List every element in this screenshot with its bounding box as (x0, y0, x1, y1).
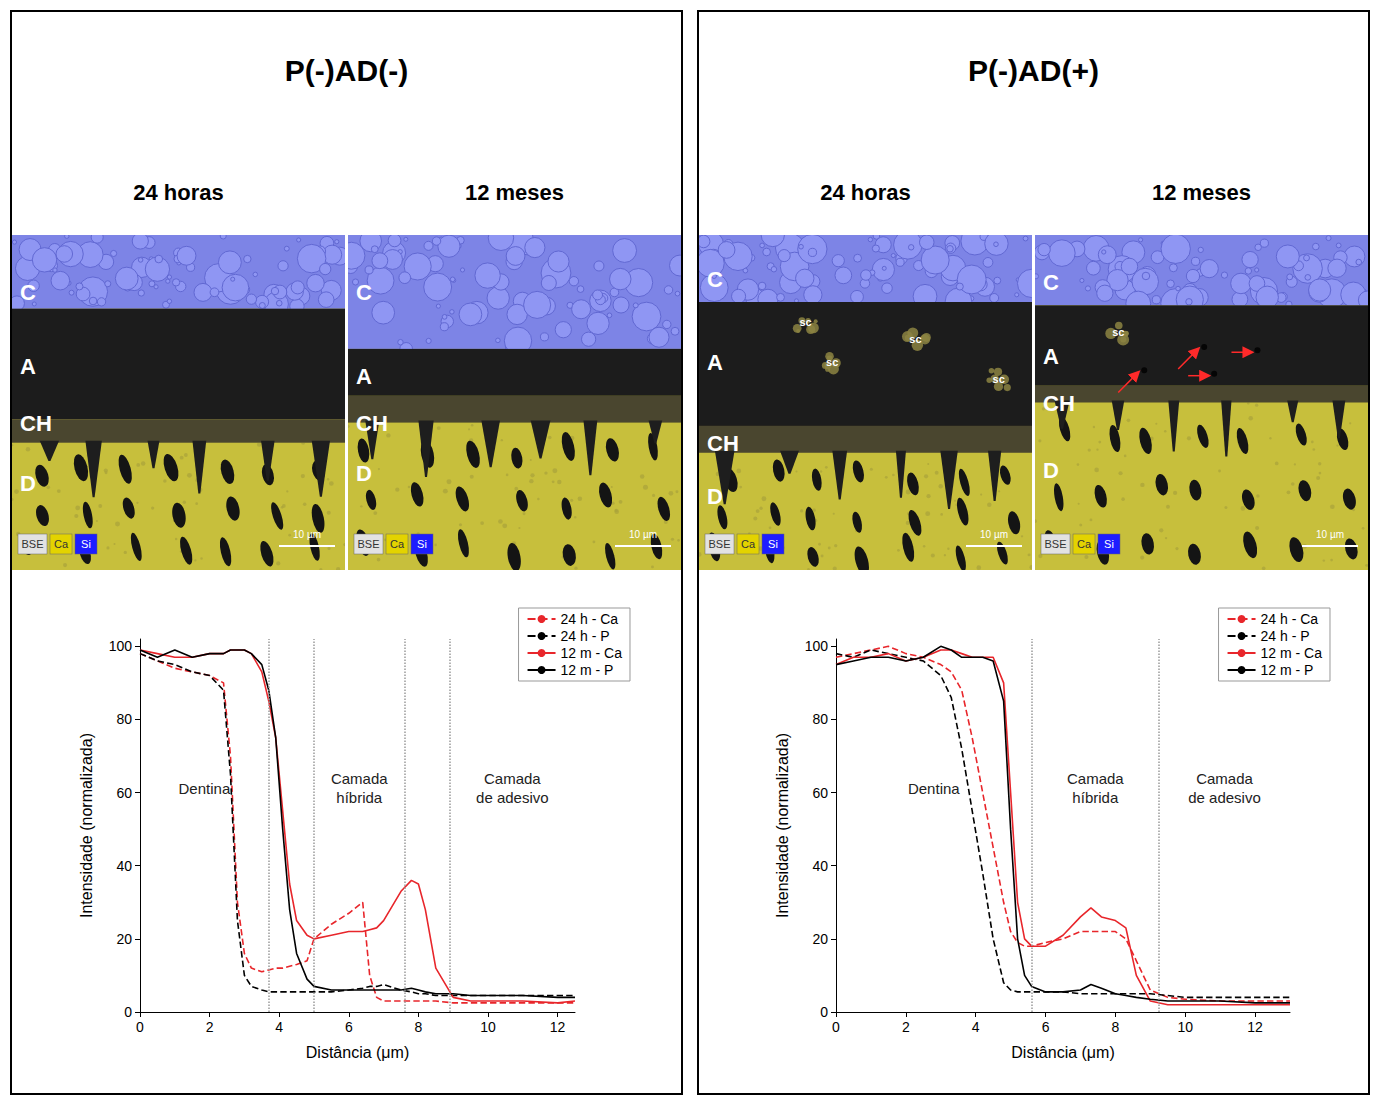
svg-text:C: C (1043, 270, 1059, 295)
svg-text:Ca: Ca (1077, 538, 1092, 550)
svg-text:sc: sc (993, 373, 1005, 385)
svg-text:6: 6 (345, 1019, 353, 1035)
svg-text:10 µm: 10 µm (1316, 529, 1344, 540)
svg-text:C: C (356, 280, 372, 305)
svg-text:24 h - Ca: 24 h - Ca (561, 611, 619, 627)
svg-text:0: 0 (820, 1004, 828, 1020)
svg-text:sc: sc (826, 356, 838, 368)
svg-text:12: 12 (1247, 1019, 1263, 1035)
svg-text:D: D (707, 484, 723, 509)
svg-text:12 m - P: 12 m - P (1261, 662, 1314, 678)
svg-text:CH: CH (356, 411, 388, 436)
svg-text:10 µm: 10 µm (980, 529, 1008, 540)
html-text:P(-)AD(+): P(-)AD(+) (968, 54, 1099, 87)
svg-text:C: C (707, 267, 723, 292)
svg-text:12 m - Ca: 12 m - Ca (1261, 645, 1323, 661)
svg-text:BSE: BSE (708, 538, 730, 550)
svg-text:Si: Si (417, 538, 427, 550)
svg-text:C: C (20, 280, 36, 305)
svg-text:Distância (μm): Distância (μm) (1011, 1044, 1114, 1061)
html-text:24 horas: 24 horas (820, 180, 911, 205)
svg-text:20: 20 (116, 931, 132, 947)
svg-text:Distância (μm): Distância (μm) (306, 1044, 409, 1061)
svg-text:80: 80 (116, 711, 132, 727)
svg-text:Intensidade (normalizada): Intensidade (normalizada) (774, 733, 791, 918)
svg-text:10: 10 (1177, 1019, 1193, 1035)
svg-text:de adesivo: de adesivo (476, 789, 549, 806)
svg-text:CH: CH (1043, 391, 1075, 416)
svg-text:10: 10 (480, 1019, 496, 1035)
svg-text:CH: CH (20, 411, 52, 436)
svg-text:A: A (707, 350, 723, 375)
svg-text:0: 0 (136, 1019, 144, 1035)
svg-text:sc: sc (1112, 326, 1124, 338)
svg-text:100: 100 (109, 638, 133, 654)
svg-text:20: 20 (812, 931, 828, 947)
svg-text:8: 8 (1111, 1019, 1119, 1035)
svg-text:60: 60 (116, 785, 132, 801)
svg-text:Si: Si (768, 538, 778, 550)
svg-text:D: D (356, 461, 372, 486)
svg-text:D: D (1043, 458, 1059, 483)
svg-text:2: 2 (902, 1019, 910, 1035)
svg-text:Camada: Camada (484, 770, 541, 787)
svg-text:2: 2 (206, 1019, 214, 1035)
svg-text:Ca: Ca (390, 538, 405, 550)
svg-text:A: A (20, 354, 36, 379)
svg-text:80: 80 (812, 711, 828, 727)
svg-text:40: 40 (812, 858, 828, 874)
svg-text:4: 4 (275, 1019, 283, 1035)
svg-text:Camada: Camada (331, 770, 388, 787)
html-text:P(-)AD(-): P(-)AD(-) (284, 54, 409, 87)
svg-text:10 µm: 10 µm (293, 529, 321, 540)
svg-text:24 h - P: 24 h - P (561, 628, 610, 644)
html-text:12 meses: 12 meses (465, 180, 564, 205)
svg-text:0: 0 (124, 1004, 132, 1020)
svg-text:24 h - Ca: 24 h - Ca (1261, 611, 1319, 627)
svg-text:BSE: BSE (1044, 538, 1066, 550)
svg-text:10 µm: 10 µm (629, 529, 657, 540)
html-text:24 horas: 24 horas (133, 180, 224, 205)
svg-text:híbrida: híbrida (1072, 789, 1119, 806)
svg-text:40: 40 (116, 858, 132, 874)
svg-text:CH: CH (707, 431, 739, 456)
svg-text:Intensidade (normalizada): Intensidade (normalizada) (78, 733, 95, 918)
svg-text:Si: Si (81, 538, 91, 550)
svg-text:Camada: Camada (1067, 770, 1124, 787)
svg-text:4: 4 (972, 1019, 980, 1035)
svg-text:sc: sc (799, 316, 811, 328)
svg-text:A: A (1043, 344, 1059, 369)
svg-text:A: A (356, 364, 372, 389)
svg-text:12 m - Ca: 12 m - Ca (561, 645, 623, 661)
svg-text:Dentina: Dentina (908, 780, 960, 797)
svg-text:Si: Si (1104, 538, 1114, 550)
svg-text:D: D (20, 471, 36, 496)
svg-text:24 h - P: 24 h - P (1261, 628, 1310, 644)
svg-text:0: 0 (832, 1019, 840, 1035)
html-text:12 meses: 12 meses (1152, 180, 1251, 205)
svg-text:100: 100 (805, 638, 829, 654)
svg-text:sc: sc (909, 333, 921, 345)
svg-text:60: 60 (812, 785, 828, 801)
svg-text:Ca: Ca (741, 538, 756, 550)
svg-text:de adesivo: de adesivo (1188, 789, 1261, 806)
svg-text:híbrida: híbrida (336, 789, 383, 806)
svg-text:6: 6 (1042, 1019, 1050, 1035)
svg-text:12: 12 (550, 1019, 566, 1035)
svg-text:Dentina: Dentina (179, 780, 231, 797)
svg-text:Ca: Ca (54, 538, 69, 550)
svg-text:8: 8 (415, 1019, 423, 1035)
svg-text:BSE: BSE (357, 538, 379, 550)
svg-text:BSE: BSE (21, 538, 43, 550)
svg-text:12 m - P: 12 m - P (561, 662, 614, 678)
svg-text:Camada: Camada (1196, 770, 1253, 787)
